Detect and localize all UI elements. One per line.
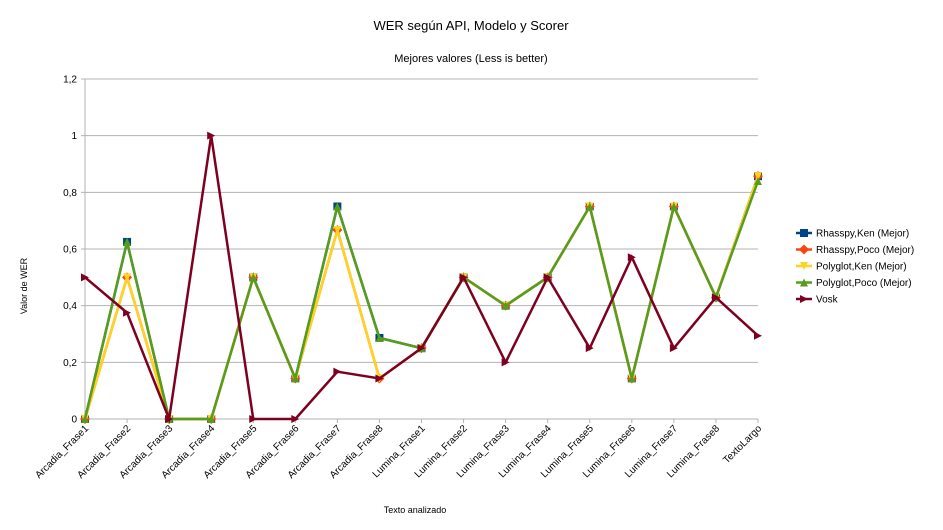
data-point — [800, 278, 808, 287]
data-point — [123, 273, 132, 282]
data-point — [800, 229, 808, 237]
y-tick-label: 0,6 — [63, 245, 77, 256]
y-tick-label: 0 — [71, 415, 77, 426]
y-tick-label: 1 — [71, 131, 77, 142]
y-tick-label: 0,4 — [63, 301, 77, 312]
data-point — [81, 273, 89, 282]
grid-lines — [85, 78, 758, 420]
data-point — [333, 202, 342, 211]
chart-subtitle: Mejores valores (Less is better) — [394, 53, 547, 65]
data-point — [800, 262, 808, 270]
data-point — [291, 374, 300, 383]
chart-title: WER según API, Modelo y Scorer — [373, 18, 569, 33]
data-point — [249, 273, 258, 282]
series-3 — [81, 177, 762, 423]
series-2 — [81, 172, 762, 423]
data-point — [585, 202, 594, 211]
data-point — [799, 244, 809, 255]
data-point — [81, 415, 89, 423]
data-point — [123, 308, 132, 317]
data-point — [669, 202, 678, 211]
y-axis-ticks: 0 0,2 0,4 0,6 0,8 1 1,2 — [63, 75, 85, 426]
legend: Rhasspy,Ken (Mejor) Rhasspy,Poco (Mejor) P… — [796, 229, 914, 306]
data-point — [543, 273, 552, 282]
data-point — [291, 415, 300, 423]
legend-item: Vosk — [796, 295, 839, 306]
data-point — [165, 415, 174, 423]
series-0 — [81, 172, 762, 423]
x-axis-label: Texto analizado — [384, 505, 447, 515]
y-axis-label: Valor de WER — [19, 257, 29, 314]
x-tick-label: TextoLargo — [721, 423, 764, 466]
data-point — [627, 374, 636, 383]
data-point — [333, 367, 342, 376]
data-point — [754, 331, 762, 340]
data-point — [417, 344, 426, 353]
data-point — [207, 131, 216, 140]
data-point — [375, 333, 384, 342]
legend-label: Rhasspy,Poco (Mejor) — [816, 245, 914, 256]
data-point — [754, 172, 762, 181]
x-axis-ticks: Arcadia_Frase1Arcadia_Frase2Arcadia_Fras… — [33, 419, 764, 481]
legend-item: Polyglot,Ken (Mejor) — [796, 262, 907, 273]
legend-item: Rhasspy,Ken (Mejor) — [796, 229, 909, 240]
data-point — [501, 301, 510, 310]
data-point — [754, 177, 762, 185]
data-point — [501, 358, 510, 367]
legend-item: Rhasspy,Poco (Mejor) — [796, 244, 914, 256]
y-tick-label: 0,8 — [63, 188, 77, 199]
data-point — [207, 415, 216, 423]
data-point — [711, 293, 720, 302]
legend-label: Polyglot,Poco (Mejor) — [816, 278, 912, 289]
data-point — [333, 226, 342, 235]
data-point — [123, 237, 132, 246]
series-1 — [80, 171, 763, 424]
legend-label: Polyglot,Ken (Mejor) — [816, 262, 907, 273]
legend-label: Vosk — [816, 295, 839, 306]
data-point — [800, 295, 808, 303]
series-group — [80, 131, 763, 424]
data-point — [669, 344, 678, 353]
data-point — [585, 344, 594, 353]
series-4 — [81, 131, 762, 424]
y-tick-label: 1,2 — [63, 75, 77, 86]
data-point — [627, 253, 636, 262]
y-tick-label: 0,2 — [63, 358, 77, 369]
data-point — [249, 415, 258, 423]
legend-item: Polyglot,Poco (Mejor) — [796, 278, 912, 289]
legend-label: Rhasspy,Ken (Mejor) — [816, 229, 909, 240]
data-point — [459, 273, 468, 282]
data-point — [375, 374, 384, 383]
